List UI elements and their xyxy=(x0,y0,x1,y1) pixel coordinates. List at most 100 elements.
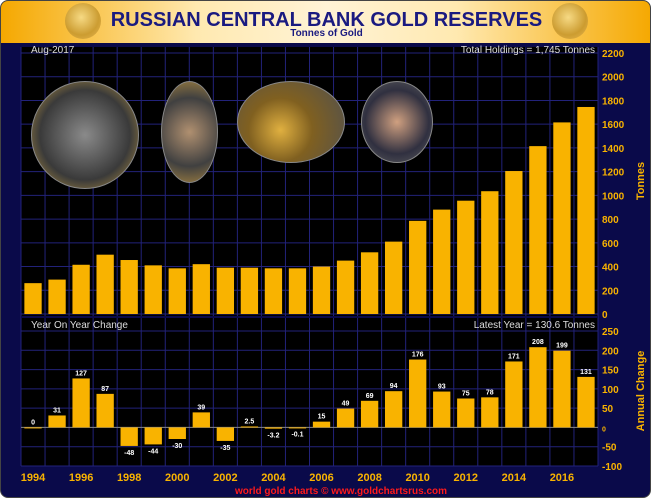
x-tick-label: 2010 xyxy=(405,472,429,484)
x-tick-label: 2006 xyxy=(309,472,333,484)
x-tick-label: 2016 xyxy=(550,472,574,484)
change-bar xyxy=(192,412,210,428)
x-tick-label: 1998 xyxy=(117,472,141,484)
y-tick-label: 1600 xyxy=(602,120,625,131)
change-bar xyxy=(553,350,571,428)
header: RUSSIAN CENTRAL BANK GOLD RESERVES Tonne… xyxy=(1,1,650,43)
data-label: 0 xyxy=(31,419,35,426)
y-tick-label: 1400 xyxy=(602,144,625,155)
change-bar xyxy=(409,359,427,428)
x-tick-label: 2000 xyxy=(165,472,189,484)
change-bar xyxy=(120,427,138,446)
x-tick-label: 2002 xyxy=(213,472,237,484)
y-axis-title: Tonnes xyxy=(635,162,647,200)
data-label: 75 xyxy=(462,391,470,398)
data-label: 2.5 xyxy=(245,418,255,425)
data-label: 15 xyxy=(318,414,326,421)
holdings-bar xyxy=(168,268,186,314)
panel-title: Year On Year Change xyxy=(31,320,128,331)
holdings-bar xyxy=(240,267,259,314)
holdings-bar xyxy=(120,260,138,314)
holdings-bar xyxy=(384,241,403,314)
change-bar xyxy=(216,427,235,441)
holdings-bar xyxy=(360,252,379,314)
holdings-bar xyxy=(144,265,162,314)
holdings-bar xyxy=(24,283,42,314)
bank-of-russia-seal-icon xyxy=(552,3,588,39)
change-bar xyxy=(360,400,379,428)
holdings-bar xyxy=(553,122,571,314)
annotation-total: Total Holdings = 1,745 Tonnes xyxy=(461,45,595,56)
holdings-bar xyxy=(312,266,331,314)
data-label: 93 xyxy=(438,384,446,391)
chart-subtitle: Tonnes of Gold xyxy=(290,28,363,39)
data-label: 199 xyxy=(556,343,568,350)
change-bar xyxy=(264,427,283,429)
holdings-bar xyxy=(433,209,451,314)
change-bar xyxy=(505,361,523,428)
holdings-bar xyxy=(264,268,283,314)
change-bar xyxy=(529,347,547,428)
data-label: -48 xyxy=(124,450,134,457)
y-tick-label: 400 xyxy=(602,263,619,274)
y-tick-label: -100 xyxy=(602,462,622,473)
data-label: 39 xyxy=(197,404,205,411)
y-tick-label: -50 xyxy=(602,443,617,454)
change-bar xyxy=(72,378,90,428)
x-tick-label: 1996 xyxy=(69,472,93,484)
holdings-bar xyxy=(288,268,307,314)
change-bar xyxy=(96,393,114,428)
change-bar xyxy=(577,376,595,428)
holdings-bar xyxy=(577,106,595,314)
data-label: 87 xyxy=(101,386,109,393)
annotation-latest: Latest Year = 130.6 Tonnes xyxy=(474,320,595,331)
annotation-date: Aug-2017 xyxy=(31,45,75,56)
holdings-bar xyxy=(72,264,90,314)
y-tick-label: 150 xyxy=(602,366,619,377)
footer-credit: world gold charts © www.goldchartsrus.co… xyxy=(234,486,447,497)
bank-of-russia-seal-icon xyxy=(65,3,101,39)
holdings-bar xyxy=(481,191,499,314)
y-tick-label: 0 xyxy=(602,426,606,433)
change-bar xyxy=(384,391,403,428)
y-axis-title: Annual Change xyxy=(635,351,647,432)
holdings-bar xyxy=(192,264,210,314)
photo-circle xyxy=(31,81,139,189)
chart-title: RUSSIAN CENTRAL BANK GOLD RESERVES xyxy=(110,9,543,31)
holdings-bar xyxy=(48,279,66,314)
change-bar xyxy=(481,397,499,428)
change-bar xyxy=(48,415,66,428)
data-label: -0.1 xyxy=(291,431,303,438)
data-label: 94 xyxy=(390,383,398,390)
y-tick-label: 200 xyxy=(602,286,619,297)
y-tick-label: 800 xyxy=(602,215,619,226)
change-bar xyxy=(24,427,42,429)
data-label: 208 xyxy=(532,339,544,346)
photo-circle xyxy=(361,81,433,163)
holdings-bar xyxy=(505,171,523,314)
y-tick-label: 50 xyxy=(602,404,614,415)
data-label: -3.2 xyxy=(267,433,279,440)
y-tick-label: 2200 xyxy=(602,49,625,60)
data-label: -30 xyxy=(172,443,182,450)
y-tick-label: 250 xyxy=(602,327,619,338)
data-label: -35 xyxy=(220,445,230,452)
y-tick-label: 1800 xyxy=(602,96,625,107)
change-bar xyxy=(288,427,307,429)
x-tick-label: 1994 xyxy=(21,472,46,484)
data-label: 127 xyxy=(75,370,87,377)
data-label: 131 xyxy=(580,369,592,376)
x-tick-label: 2004 xyxy=(261,472,286,484)
data-label: 69 xyxy=(366,393,374,400)
photo-circle xyxy=(237,81,345,163)
y-tick-label: 0 xyxy=(602,310,608,321)
y-tick-label: 2000 xyxy=(602,73,625,84)
x-tick-label: 2012 xyxy=(454,472,478,484)
change-bar xyxy=(457,398,475,428)
change-bar xyxy=(168,427,186,439)
y-tick-label: 1000 xyxy=(602,191,625,202)
data-label: 49 xyxy=(342,401,350,408)
y-tick-label: 600 xyxy=(602,239,619,250)
x-tick-label: 2014 xyxy=(502,472,527,484)
